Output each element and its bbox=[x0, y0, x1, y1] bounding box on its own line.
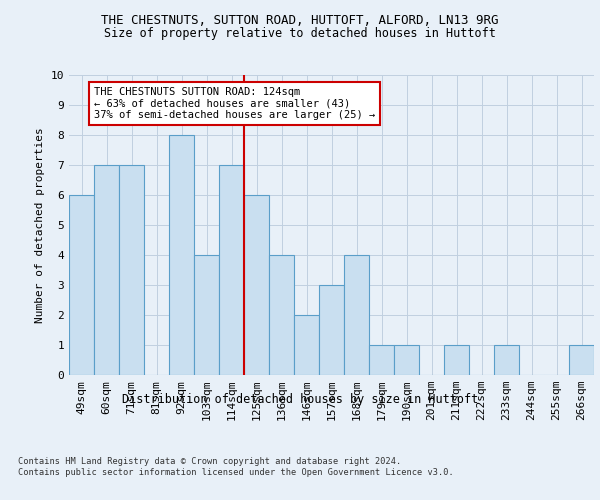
Bar bbox=[69, 195, 94, 375]
Text: THE CHESTNUTS, SUTTON ROAD, HUTTOFT, ALFORD, LN13 9RG: THE CHESTNUTS, SUTTON ROAD, HUTTOFT, ALF… bbox=[101, 14, 499, 27]
Bar bbox=[219, 165, 244, 375]
Bar bbox=[194, 255, 219, 375]
Bar bbox=[369, 345, 394, 375]
Text: Contains HM Land Registry data © Crown copyright and database right 2024.
Contai: Contains HM Land Registry data © Crown c… bbox=[18, 458, 454, 477]
Bar bbox=[394, 345, 419, 375]
Bar bbox=[94, 165, 119, 375]
Bar bbox=[169, 135, 194, 375]
Text: Size of property relative to detached houses in Huttoft: Size of property relative to detached ho… bbox=[104, 28, 496, 40]
Bar bbox=[569, 345, 594, 375]
Bar bbox=[119, 165, 144, 375]
Bar bbox=[319, 285, 344, 375]
Bar bbox=[494, 345, 519, 375]
Text: Distribution of detached houses by size in Huttoft: Distribution of detached houses by size … bbox=[122, 392, 478, 406]
Bar bbox=[244, 195, 269, 375]
Bar bbox=[294, 315, 319, 375]
Bar bbox=[444, 345, 469, 375]
Y-axis label: Number of detached properties: Number of detached properties bbox=[35, 127, 45, 323]
Bar bbox=[269, 255, 294, 375]
Text: THE CHESTNUTS SUTTON ROAD: 124sqm
← 63% of detached houses are smaller (43)
37% : THE CHESTNUTS SUTTON ROAD: 124sqm ← 63% … bbox=[94, 87, 375, 120]
Bar bbox=[344, 255, 369, 375]
